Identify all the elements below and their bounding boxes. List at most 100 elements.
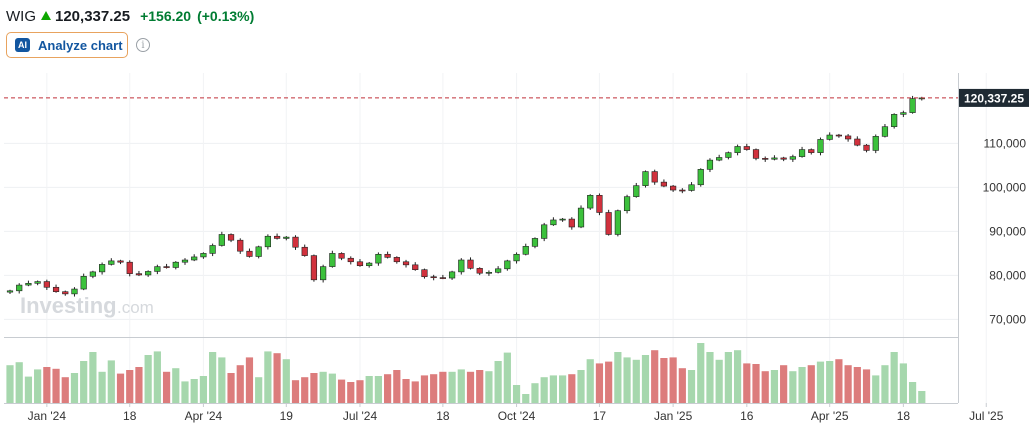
- candle: [605, 209, 612, 236]
- volume-bar: [6, 365, 14, 403]
- volume-bar: [384, 374, 392, 403]
- volume-bar: [890, 352, 898, 403]
- candle: [909, 95, 916, 114]
- candle-body: [246, 250, 253, 257]
- candle-body: [283, 236, 290, 239]
- candle-body: [458, 259, 465, 273]
- volume-bar: [236, 365, 244, 403]
- volume-bar: [291, 380, 300, 403]
- volume-bar: [706, 352, 714, 403]
- candle: [16, 283, 23, 294]
- candle-body: [633, 185, 640, 197]
- candle-body: [660, 181, 668, 187]
- candle: [145, 270, 152, 277]
- candle: [62, 290, 69, 296]
- candle: [246, 248, 253, 258]
- candle: [384, 251, 391, 259]
- candle: [881, 123, 889, 138]
- candle-body: [163, 266, 170, 268]
- volume-bar: [70, 373, 79, 403]
- symbol-label: WIG: [6, 7, 36, 25]
- candle: [448, 270, 456, 280]
- candle: [108, 258, 115, 266]
- volume-bar: [522, 394, 530, 403]
- candle-body: [623, 196, 631, 212]
- candle: [863, 144, 870, 153]
- candle-body: [522, 246, 529, 255]
- price-change-percent: (+0.13%): [197, 8, 255, 24]
- candle: [412, 262, 419, 271]
- candle: [255, 245, 262, 259]
- candle: [200, 252, 207, 259]
- candle-body: [780, 157, 787, 160]
- candle: [227, 233, 235, 243]
- volume-bar: [512, 385, 521, 403]
- candle: [439, 274, 446, 280]
- candle: [237, 238, 244, 254]
- candle: [430, 274, 437, 281]
- candle: [808, 148, 815, 155]
- x-axis: Jan '24 18 Apr '24 19 Jul '24 18 Oct '24 17 Jan …: [28, 403, 1004, 423]
- candle-body: [99, 264, 106, 273]
- candle: [623, 194, 631, 214]
- volume-bar: [393, 370, 401, 403]
- candle-body: [209, 245, 216, 254]
- candle: [126, 260, 133, 277]
- candle: [163, 263, 170, 269]
- candle: [338, 252, 345, 261]
- candle-body: [762, 158, 769, 160]
- volume-bar: [126, 370, 134, 403]
- volume-bar: [273, 353, 281, 403]
- volume-bar: [402, 379, 410, 403]
- candle: [679, 188, 686, 194]
- volume-bar: [549, 375, 557, 403]
- volume-bar: [411, 381, 419, 403]
- volume-bar: [660, 358, 668, 403]
- candle-body: [900, 112, 907, 115]
- volume-bar: [61, 377, 69, 403]
- y-tick-label: 110,000: [984, 136, 1027, 150]
- candle-body: [402, 261, 410, 266]
- volume-bar: [301, 377, 309, 403]
- candle-body: [789, 156, 796, 160]
- volume-bar: [162, 371, 171, 403]
- candle-body: [725, 152, 732, 158]
- candle-body: [541, 224, 548, 239]
- volume-bar: [780, 365, 788, 403]
- x-tick-label: 16: [740, 409, 754, 423]
- x-tick-label: Apr '25: [811, 409, 849, 423]
- volume-bar: [595, 363, 604, 403]
- candle: [614, 209, 621, 237]
- candle-body: [292, 236, 299, 248]
- volume-bar: [24, 376, 33, 403]
- candle-body: [25, 283, 32, 286]
- chart-grid: [4, 73, 987, 404]
- volume-bar: [365, 376, 373, 403]
- candle: [172, 261, 179, 270]
- candle-body: [71, 288, 78, 295]
- x-tick-label: Jan '24: [28, 409, 67, 423]
- candle-body: [577, 207, 585, 228]
- volume-bar: [623, 357, 631, 403]
- candle-body: [366, 262, 373, 267]
- volume-bar: [605, 361, 613, 403]
- candle: [6, 289, 14, 295]
- candle-body: [716, 157, 723, 161]
- volume-bar: [52, 368, 60, 403]
- analyze-chart-button[interactable]: AI Analyze chart: [6, 32, 128, 58]
- candle-body: [16, 284, 23, 292]
- volume-bar: [356, 380, 364, 403]
- watermark-suffix: .com: [117, 298, 154, 317]
- volume-bar: [494, 361, 502, 403]
- volume-bar: [310, 373, 318, 403]
- candle-body: [642, 171, 649, 186]
- candle: [283, 236, 290, 241]
- candle: [817, 137, 824, 156]
- y-axis: 70,000 80,000 90,000 100,000 110,000: [983, 136, 1027, 326]
- candle: [780, 156, 787, 162]
- volume-bar: [420, 375, 429, 403]
- volume-bar: [98, 371, 106, 403]
- info-icon[interactable]: i: [136, 38, 150, 52]
- candle: [559, 217, 566, 222]
